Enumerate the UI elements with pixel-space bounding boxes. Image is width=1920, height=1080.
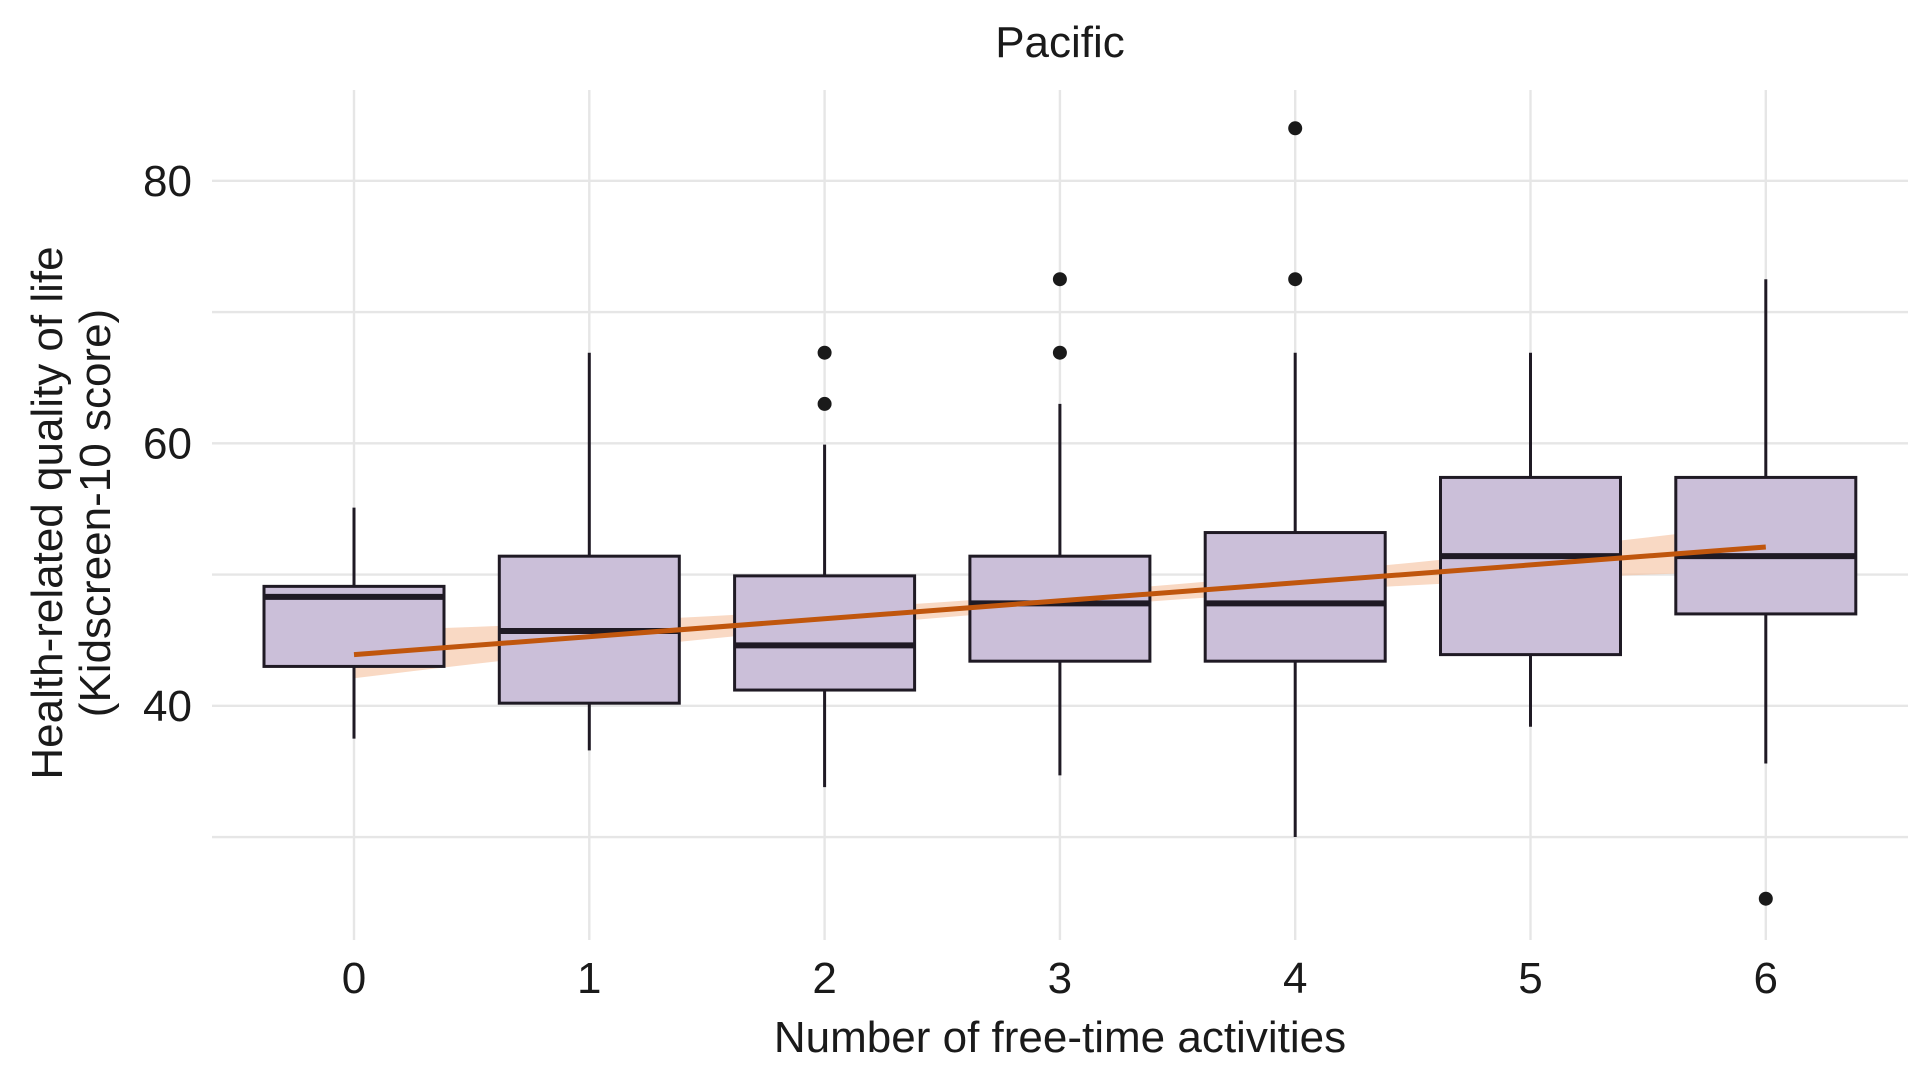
box-group [497,352,681,751]
x-tick-label: 0 [342,954,366,1003]
y-tick-label: 40 [143,682,192,731]
outlier-point [1052,345,1067,360]
box-group [733,345,917,788]
box-group [1439,352,1622,727]
x-tick-label: 1 [577,954,601,1003]
outlier-point [1758,891,1773,906]
box [1203,531,1387,663]
box [968,554,1152,663]
chart-title: Pacific [995,18,1125,67]
box [733,574,917,692]
box-group [262,507,446,739]
x-tick-label: 6 [1754,954,1778,1003]
box [1674,475,1858,616]
x-axis-label: Number of free-time activities [774,1013,1346,1062]
x-tick-label: 5 [1518,954,1542,1003]
y-tick-label: 60 [143,419,192,468]
tick-labels-layer: 40 60 80 0 1 2 3 4 5 6 [143,157,1778,1003]
trend-line [353,544,1766,658]
x-tick-label: 3 [1048,954,1072,1003]
outlier-point [1288,121,1303,136]
x-tick-label: 4 [1283,954,1307,1003]
outlier-point [1052,272,1067,287]
boxes-layer [262,121,1858,906]
outlier-point [817,345,832,360]
x-tick-label: 2 [812,954,836,1003]
outlier-point [817,396,832,411]
y-tick-label: 80 [143,157,192,206]
y-axis-label-line1: Health-related quality of life [23,246,72,779]
outlier-point [1288,272,1303,287]
box-group [968,272,1152,776]
box-group [1203,121,1387,838]
trend-line-layer [353,544,1766,658]
y-axis-label-line2: (Kidscreen-10 score) [71,309,120,717]
box-group [1674,279,1858,906]
